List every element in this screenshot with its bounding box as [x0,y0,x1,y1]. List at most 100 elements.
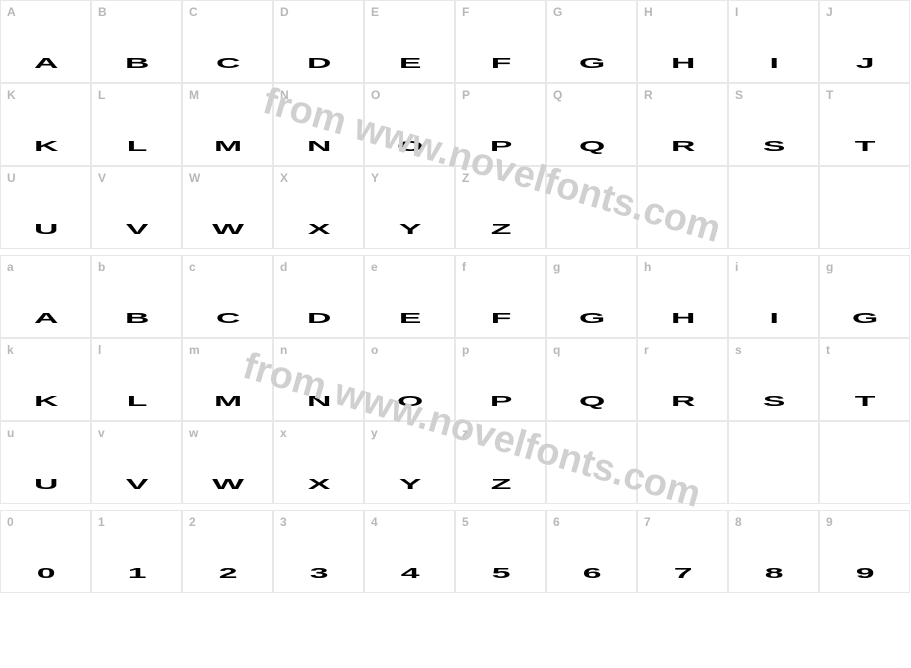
glyph-cell[interactable]: TT [819,83,910,166]
glyph-label: e [371,260,378,274]
glyph-cell[interactable]: XX [273,166,364,249]
glyph-label: E [371,5,379,19]
glyph-cell[interactable]: 44 [364,510,455,593]
glyph-cell[interactable]: eE [364,255,455,338]
glyph-label: r [644,343,649,357]
glyph-label: Q [553,88,562,102]
glyph-row: KKLLMMNNOOPPQQRRSSTT [0,83,910,166]
glyph-cell[interactable]: qQ [546,338,637,421]
glyph-cell[interactable]: dD [273,255,364,338]
glyph-cell[interactable]: aA [0,255,91,338]
glyph-cell[interactable]: FF [455,0,546,83]
glyph-label: M [189,88,199,102]
glyph-label: k [7,343,14,357]
glyph-cell[interactable]: GG [546,0,637,83]
glyph-preview: T [807,138,911,155]
glyph-cell[interactable]: AA [0,0,91,83]
glyph-cell[interactable]: kK [0,338,91,421]
glyph-row: AABBCCDDEEFFGGHHIIJJ [0,0,910,83]
glyph-label: A [7,5,16,19]
glyph-cell[interactable]: KK [0,83,91,166]
glyph-label: N [280,88,289,102]
glyph-cell[interactable]: DD [273,0,364,83]
glyph-cell[interactable]: EE [364,0,455,83]
glyph-label: 8 [735,515,742,529]
glyph-label: S [735,88,743,102]
glyph-cell[interactable]: oO [364,338,455,421]
glyph-label: 7 [644,515,651,529]
glyph-cell[interactable]: iI [728,255,819,338]
glyph-row: 00112233445566778899 [0,510,910,593]
glyph-cell[interactable]: xX [273,421,364,504]
glyph-cell[interactable]: RR [637,83,728,166]
glyph-cell[interactable]: WW [182,166,273,249]
glyph-label: g [826,260,833,274]
glyph-cell[interactable]: 55 [455,510,546,593]
glyph-label: W [189,171,200,185]
glyph-cell[interactable]: cC [182,255,273,338]
glyph-cell[interactable]: gG [819,255,910,338]
glyph-label: b [98,260,105,274]
glyph-cell[interactable]: yY [364,421,455,504]
glyph-cell[interactable]: 77 [637,510,728,593]
glyph-cell[interactable]: PP [455,83,546,166]
glyph-cell[interactable]: VV [91,166,182,249]
font-character-map: AABBCCDDEEFFGGHHIIJJKKLLMMNNOOPPQQRRSSTT… [0,0,911,593]
glyph-cell[interactable]: tT [819,338,910,421]
glyph-cell[interactable]: gG [546,255,637,338]
glyph-cell[interactable]: LL [91,83,182,166]
glyph-cell[interactable]: 33 [273,510,364,593]
glyph-cell[interactable]: SS [728,83,819,166]
glyph-cell[interactable]: QQ [546,83,637,166]
empty-cell [819,421,910,504]
glyph-cell[interactable]: vV [91,421,182,504]
empty-cell [637,166,728,249]
glyph-cell[interactable]: YY [364,166,455,249]
empty-cell [819,166,910,249]
glyph-cell[interactable]: hH [637,255,728,338]
glyph-cell[interactable]: nN [273,338,364,421]
glyph-label: t [826,343,830,357]
glyph-cell[interactable]: JJ [819,0,910,83]
glyph-cell[interactable]: UU [0,166,91,249]
glyph-label: a [7,260,14,274]
glyph-cell[interactable]: 66 [546,510,637,593]
glyph-cell[interactable]: fF [455,255,546,338]
glyph-cell[interactable]: mM [182,338,273,421]
glyph-cell[interactable]: MM [182,83,273,166]
glyph-cell[interactable]: 99 [819,510,910,593]
glyph-label: 5 [462,515,469,529]
empty-cell [546,166,637,249]
glyph-cell[interactable]: uU [0,421,91,504]
glyph-cell[interactable]: 22 [182,510,273,593]
glyph-cell[interactable]: 11 [91,510,182,593]
glyph-cell[interactable]: 00 [0,510,91,593]
glyph-cell[interactable]: BB [91,0,182,83]
glyph-cell[interactable]: pP [455,338,546,421]
glyph-cell[interactable]: NN [273,83,364,166]
glyph-row: UUVVWWXXYYZZ [0,166,910,249]
glyph-cell[interactable]: bB [91,255,182,338]
glyph-row: uUvVwWxXyYzZ [0,421,910,504]
glyph-cell[interactable]: sS [728,338,819,421]
glyph-cell[interactable]: lL [91,338,182,421]
glyph-cell[interactable]: II [728,0,819,83]
glyph-label: d [280,260,287,274]
glyph-label: 1 [98,515,105,529]
glyph-cell[interactable]: rR [637,338,728,421]
glyph-cell[interactable]: 88 [728,510,819,593]
glyph-label: z [462,426,468,440]
glyph-cell[interactable]: CC [182,0,273,83]
glyph-label: v [98,426,105,440]
glyph-cell[interactable]: wW [182,421,273,504]
glyph-cell[interactable]: OO [364,83,455,166]
glyph-label: X [280,171,288,185]
glyph-preview: T [807,393,911,410]
glyph-cell[interactable]: HH [637,0,728,83]
glyph-label: l [98,343,101,357]
glyph-cell[interactable]: zZ [455,421,546,504]
glyph-label: G [553,5,562,19]
glyph-label: B [98,5,107,19]
glyph-label: g [553,260,560,274]
glyph-cell[interactable]: ZZ [455,166,546,249]
